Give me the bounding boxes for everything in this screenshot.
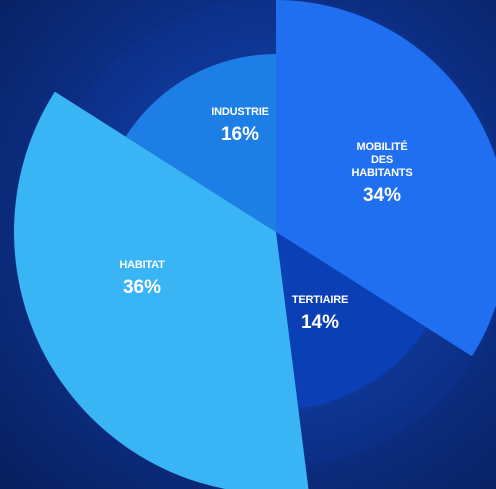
slice-label-group: INDUSTRIE 16% [211, 106, 269, 145]
slice-value-label: 34% [363, 185, 401, 206]
pie-slice [14, 91, 309, 489]
slice-value-label: 16% [221, 124, 259, 145]
slice-label: HABITANTS [352, 167, 413, 179]
pie-slice [125, 54, 277, 232]
slice-label-group: HABITAT 36% [119, 259, 165, 298]
pie-slice [276, 232, 427, 409]
slice-value-label: 14% [301, 312, 339, 333]
slice-label: HABITAT [119, 259, 165, 271]
slice-label: DES [371, 154, 393, 166]
slice-value-label: 36% [123, 277, 161, 298]
slice-label-group: TERTIAIRE 14% [292, 294, 348, 333]
slice-label: INDUSTRIE [211, 106, 268, 118]
pie-slices [14, 0, 496, 489]
slice-label: MOBILITÉ [357, 140, 408, 153]
slice-label: TERTIAIRE [292, 294, 348, 306]
pie-slice [276, 0, 496, 357]
